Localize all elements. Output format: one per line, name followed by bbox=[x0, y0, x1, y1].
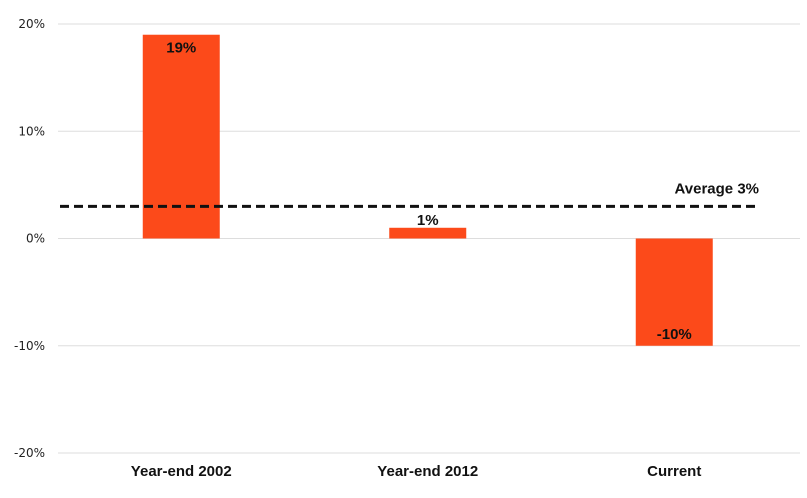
y-tick-label: -10% bbox=[14, 339, 45, 353]
y-axis-tick-labels: 20% 10% 0% -10% -20% bbox=[14, 17, 45, 460]
bar-data-label: -10% bbox=[657, 326, 692, 343]
reference-line-group: Average 3% bbox=[60, 180, 760, 208]
bar bbox=[635, 238, 713, 346]
bar bbox=[142, 34, 220, 239]
bar-data-labels: 19% 1% -10% bbox=[166, 40, 692, 343]
bar-data-label: 19% bbox=[166, 40, 196, 57]
x-category-label: Year-end 2012 bbox=[377, 463, 478, 480]
y-tick-label: -20% bbox=[14, 446, 45, 460]
bar bbox=[389, 227, 467, 239]
bars bbox=[142, 34, 713, 346]
average-reference-label: Average 3% bbox=[675, 180, 760, 197]
bar-data-label: 1% bbox=[417, 212, 439, 229]
x-category-label: Year-end 2002 bbox=[131, 463, 232, 480]
x-axis-category-labels: Year-end 2002 Year-end 2012 Current bbox=[131, 463, 702, 480]
y-tick-label: 10% bbox=[18, 124, 45, 138]
y-tick-label: 0% bbox=[26, 232, 45, 246]
x-category-label: Current bbox=[647, 463, 701, 480]
y-tick-label: 20% bbox=[18, 17, 45, 31]
